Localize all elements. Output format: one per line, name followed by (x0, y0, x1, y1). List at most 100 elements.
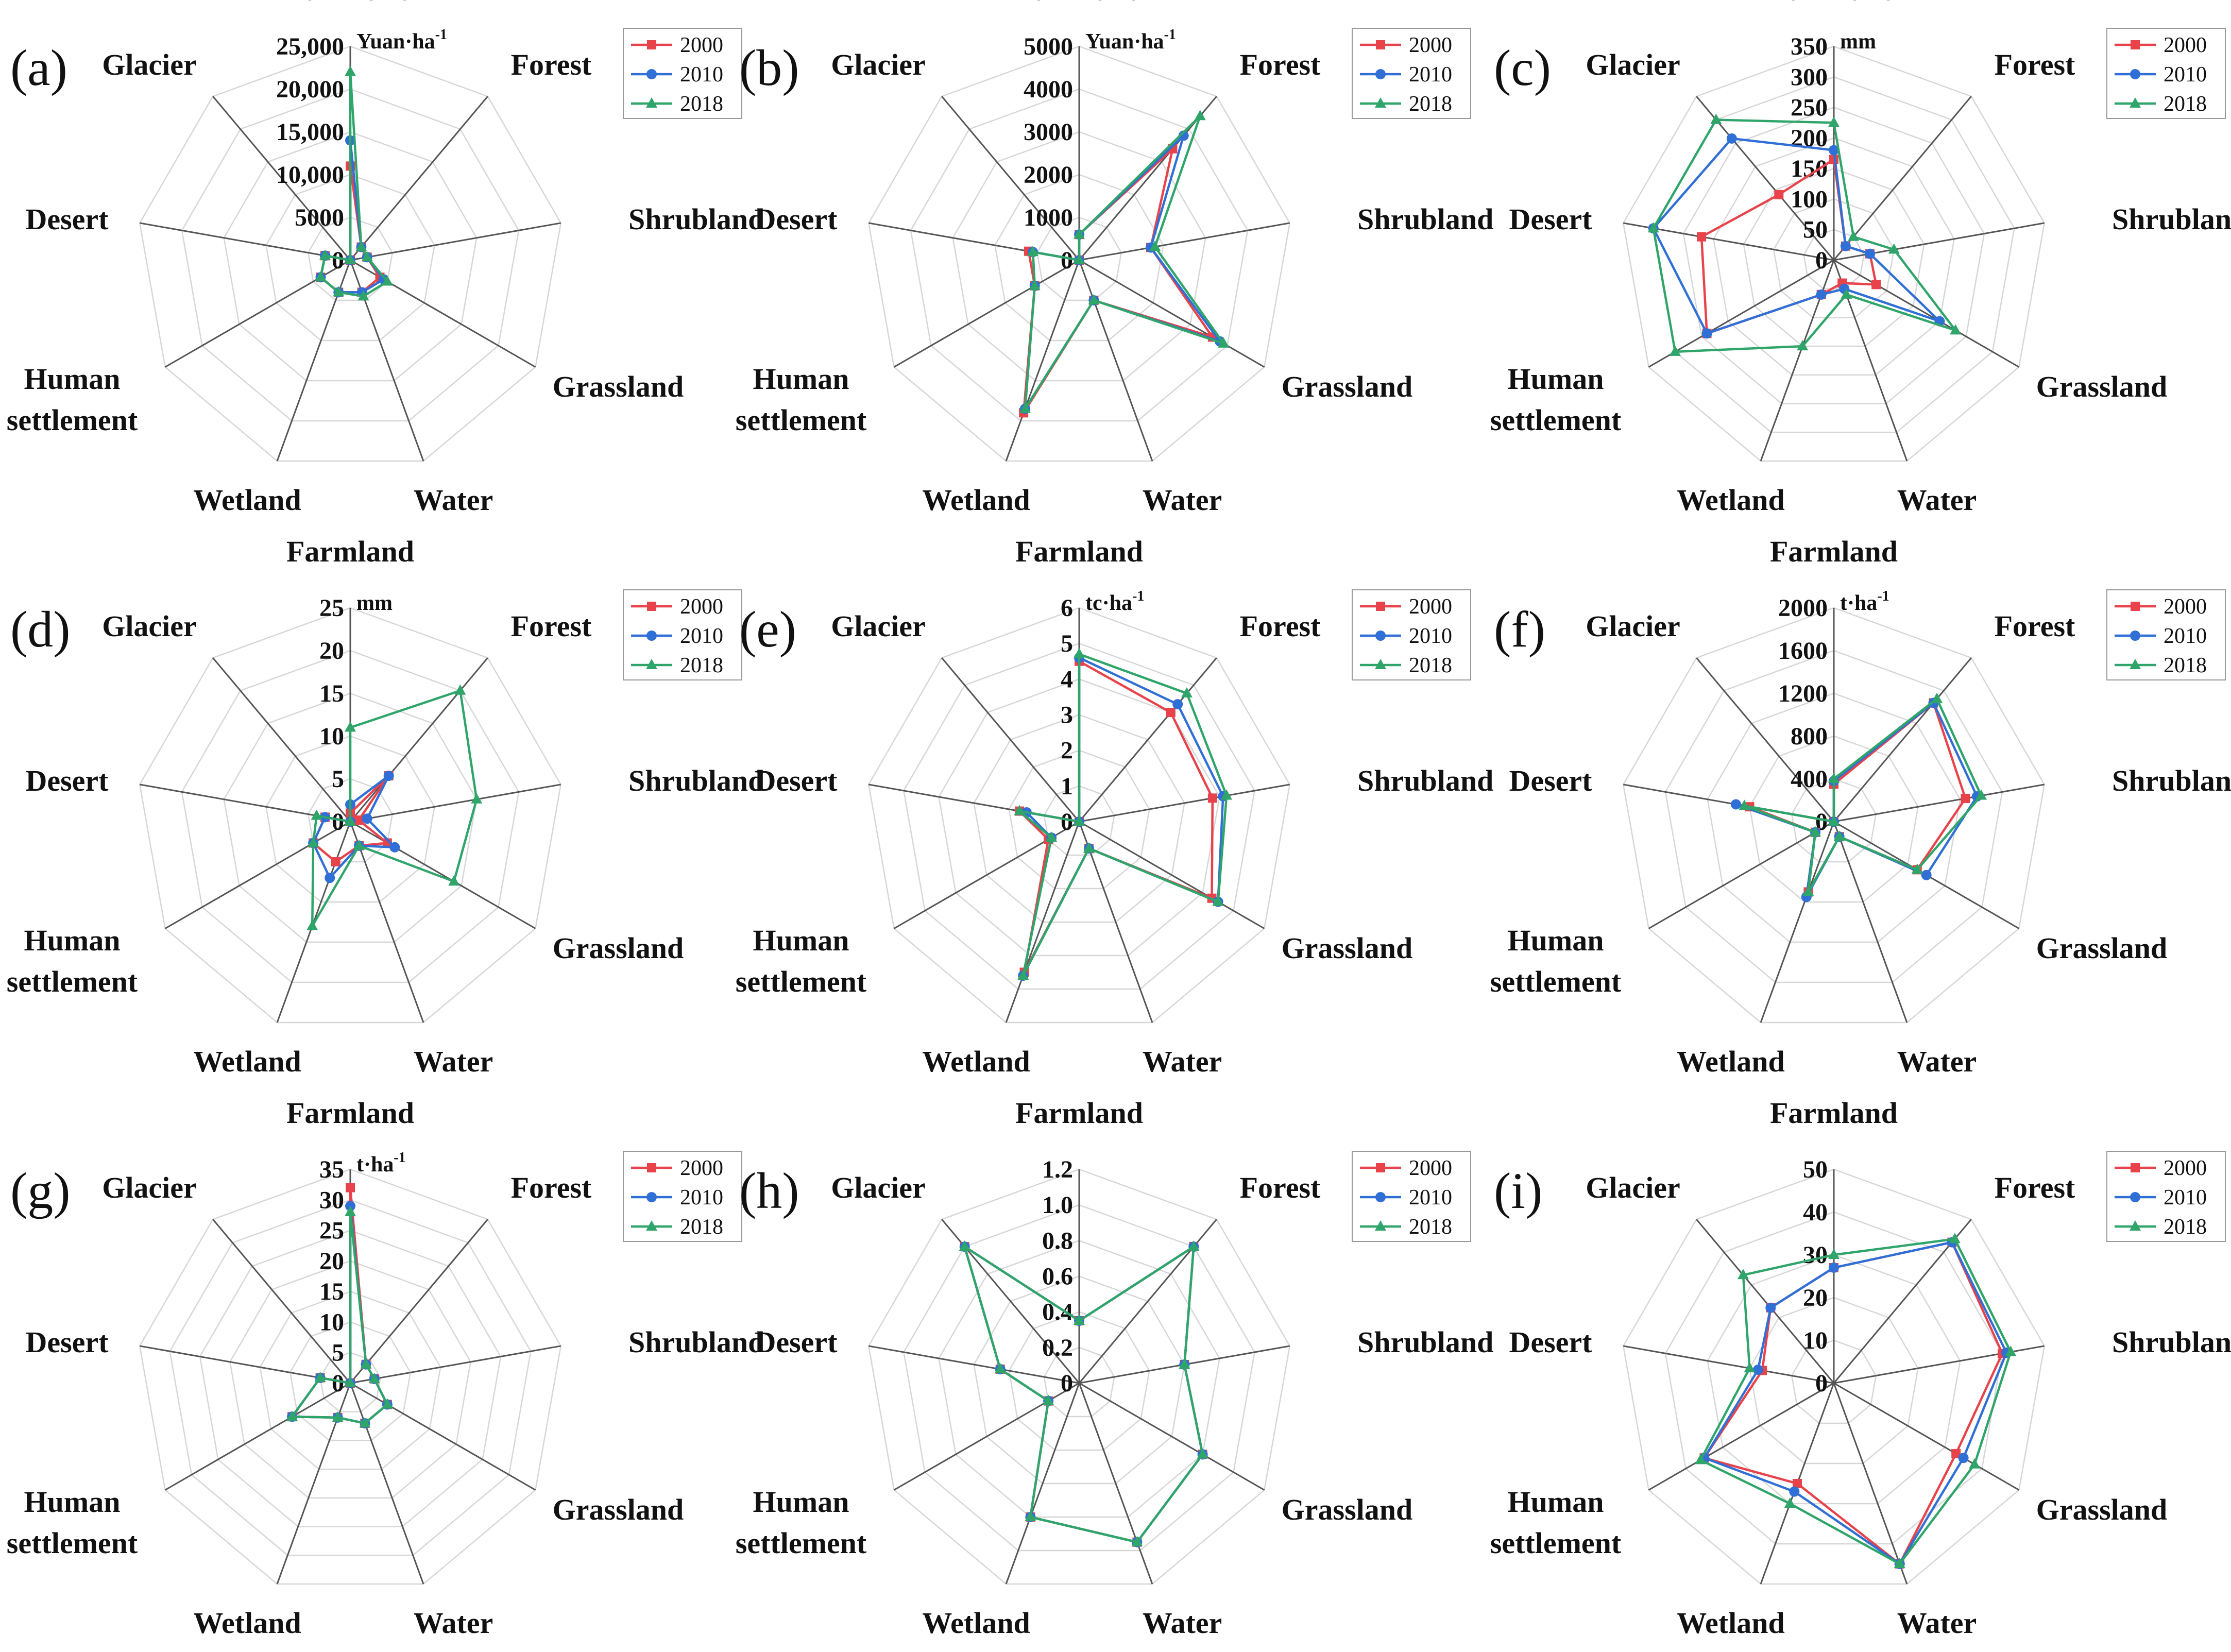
grid-ring (259, 1290, 441, 1470)
category-label: Human settlement (7, 924, 138, 998)
marker-2018 (994, 1363, 1006, 1373)
axis-spoke (1005, 821, 1080, 1023)
series-line-2018 (1024, 115, 1227, 410)
legend-label: 2018 (1409, 92, 1452, 116)
marker-2000 (1961, 793, 1970, 803)
grid-ring (229, 1260, 471, 1499)
series-line-2018 (311, 689, 478, 931)
marker-2010 (362, 813, 372, 824)
legend: 2000 2010 2018 (1352, 1151, 1471, 1242)
category-label: Human settlement (736, 1485, 867, 1560)
marker-2018 (311, 809, 322, 820)
marker-2018 (345, 815, 356, 826)
series-line-2018 (1652, 118, 1959, 353)
grid-ring (1036, 216, 1122, 301)
marker-2018 (1931, 692, 1943, 703)
legend-label: 2000 (680, 33, 723, 57)
tick-label: 2000 (1778, 594, 1828, 622)
axis-spoke (1760, 821, 1835, 1023)
marker-2018 (1810, 826, 1821, 837)
grid-ring (1664, 1211, 2003, 1545)
panel-label: (b) (739, 39, 799, 96)
axis-spoke (350, 222, 561, 261)
category-label: Forest (511, 1171, 592, 1204)
category-label: Farmland (1770, 535, 1898, 568)
category-label: Grassland (1282, 370, 1413, 403)
grid-ring (199, 1230, 502, 1527)
category-label: Grassland (1282, 931, 1413, 965)
legend: 2000 2010 2018 (623, 1151, 742, 1242)
tick-label: 0.4 (1042, 1299, 1073, 1326)
marker-2018 (314, 1371, 326, 1382)
category-label: Water (1897, 483, 1977, 517)
unit-label: Yuan·ha-1 (356, 27, 447, 54)
marker-2018 (1828, 1249, 1840, 1259)
axis-spoke (1833, 821, 1908, 1023)
marker-2018 (1074, 648, 1085, 658)
category-label: Wetland (193, 1045, 301, 1078)
marker-2018 (353, 839, 365, 850)
marker-2018 (448, 875, 460, 886)
marker-2018 (1197, 1448, 1208, 1459)
category-label: Forest (1995, 609, 2075, 643)
legend-label: 2010 (1409, 1186, 1452, 1210)
marker-2018 (345, 1377, 356, 1387)
axis-spoke (164, 821, 351, 929)
category-label: Farmland (1015, 0, 1143, 7)
grid-ring (139, 607, 562, 1024)
legend-label: 2000 (2164, 33, 2207, 57)
category-label: Farmland (286, 1096, 414, 1130)
legend-label: 2018 (680, 654, 723, 677)
marker-2018 (355, 241, 367, 251)
grid-ring (973, 1275, 1185, 1485)
grid-ring (1773, 198, 1895, 318)
category-label: Human settlement (1490, 362, 1622, 437)
tick-label: 6 (1061, 594, 1073, 622)
legend-marker-2018 (646, 97, 657, 108)
category-label: Human settlement (1490, 924, 1622, 998)
tick-label: 1.2 (1042, 1156, 1073, 1183)
category-label: Grassland (2036, 931, 2168, 965)
axis-spoke (1696, 657, 1835, 822)
marker-2010 (1765, 1302, 1776, 1313)
marker-2010 (1829, 1262, 1839, 1273)
category-label: Glacier (1586, 609, 1680, 643)
tick-label: 300 (1791, 63, 1828, 91)
tick-label: 350 (1791, 33, 1828, 60)
marker-2018 (1848, 230, 1860, 241)
marker-2018 (1019, 402, 1031, 413)
legend: 2000 2010 2018 (2106, 1151, 2226, 1242)
legend-marker-2018 (1375, 97, 1386, 108)
axis-spoke (1833, 784, 2045, 823)
legend-label: 2000 (1409, 595, 1452, 619)
category-label: Glacier (1586, 1171, 1680, 1204)
marker-2018 (959, 1240, 970, 1251)
tick-label: 0 (1815, 247, 1828, 274)
marker-2018 (1744, 1362, 1756, 1373)
grid-ring (1043, 1347, 1115, 1418)
category-label: Wetland (922, 1045, 1030, 1078)
legend-label: 2010 (2164, 63, 2207, 87)
tick-label: 3000 (1024, 118, 1073, 146)
series-line-2010 (1735, 701, 1979, 898)
legend-marker-2000 (1376, 1163, 1385, 1172)
marker-2010 (1730, 799, 1741, 810)
axis-spoke (1078, 821, 1153, 1023)
marker-2000 (1951, 1449, 1961, 1458)
tick-label: 3 (1061, 702, 1073, 729)
grid-ring (289, 1321, 412, 1441)
legend-label: 2000 (680, 595, 723, 619)
marker-2018 (1828, 116, 1840, 127)
marker-2018 (360, 1358, 372, 1369)
unit-label: tc·ha-1 (1085, 588, 1144, 615)
series-line-2010 (1651, 137, 1940, 335)
legend-marker-2000 (2131, 602, 2140, 611)
axis-spoke (1833, 259, 2020, 368)
axis-spoke (350, 821, 536, 929)
tick-label: 10,000 (276, 161, 344, 189)
legend-label: 2000 (1409, 33, 1452, 57)
category-label: Desert (25, 764, 109, 797)
axis-spoke (212, 1219, 351, 1384)
marker-2018 (1911, 863, 1923, 874)
grid-ring (867, 1168, 1291, 1585)
